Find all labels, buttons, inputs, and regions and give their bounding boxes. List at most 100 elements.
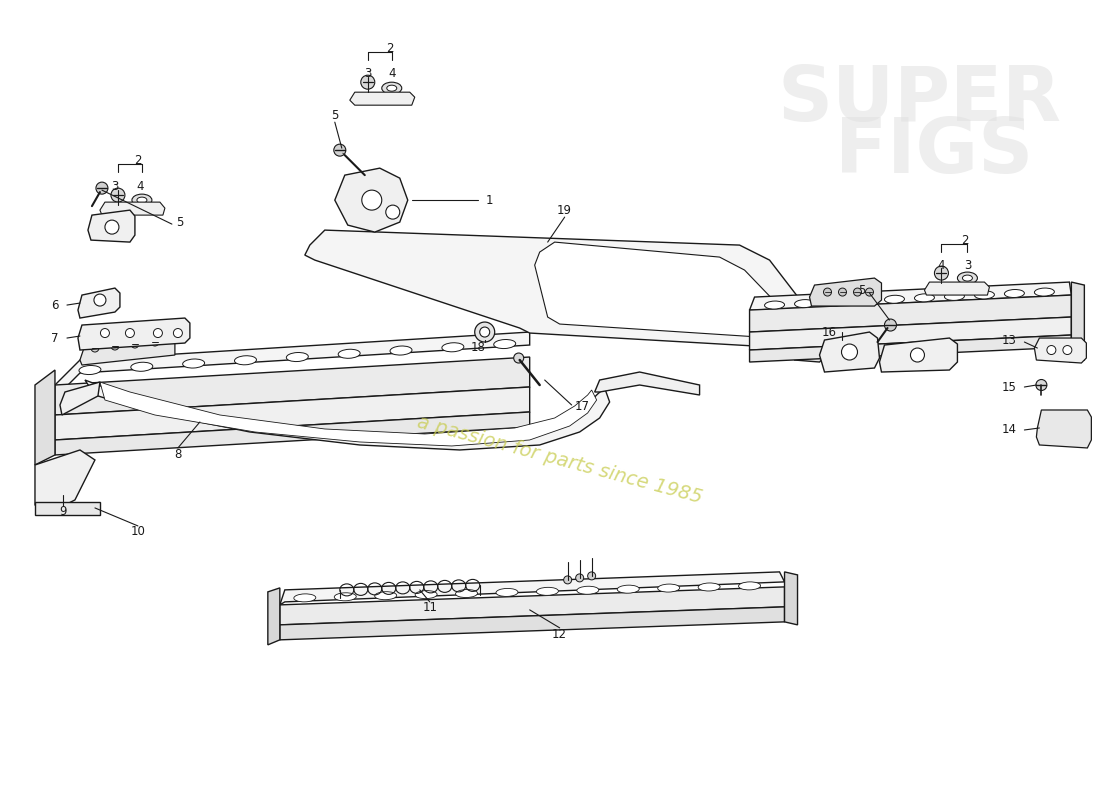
Ellipse shape (698, 583, 720, 591)
Ellipse shape (286, 353, 308, 362)
Ellipse shape (957, 272, 978, 284)
Polygon shape (55, 412, 530, 455)
Ellipse shape (375, 592, 397, 600)
Polygon shape (88, 210, 135, 242)
Circle shape (587, 572, 595, 580)
Circle shape (514, 353, 524, 363)
Text: 4: 4 (388, 66, 396, 80)
Polygon shape (1036, 410, 1091, 448)
Circle shape (151, 338, 158, 346)
Polygon shape (810, 278, 881, 306)
Circle shape (1036, 379, 1047, 390)
Ellipse shape (390, 346, 412, 355)
Ellipse shape (79, 366, 101, 374)
Text: 17: 17 (575, 401, 591, 414)
Polygon shape (60, 382, 100, 415)
Polygon shape (78, 288, 120, 318)
Text: 5: 5 (331, 109, 339, 122)
Ellipse shape (658, 584, 680, 592)
Ellipse shape (962, 275, 972, 281)
Ellipse shape (132, 194, 152, 206)
Circle shape (333, 144, 345, 156)
Polygon shape (749, 335, 1071, 362)
Polygon shape (1069, 282, 1085, 362)
Polygon shape (55, 387, 530, 440)
Text: 5: 5 (858, 283, 866, 297)
Ellipse shape (884, 295, 904, 303)
Text: 14: 14 (1002, 423, 1016, 437)
Text: a passion for parts since 1985: a passion for parts since 1985 (415, 413, 704, 507)
Circle shape (1047, 346, 1056, 354)
Polygon shape (784, 572, 798, 625)
Circle shape (361, 75, 375, 89)
Text: 9: 9 (59, 506, 67, 518)
Ellipse shape (855, 297, 875, 305)
Polygon shape (535, 242, 794, 338)
Circle shape (911, 348, 924, 362)
Polygon shape (267, 588, 279, 645)
Polygon shape (350, 92, 415, 105)
Circle shape (1063, 346, 1071, 354)
Polygon shape (880, 338, 957, 372)
Text: 4: 4 (937, 258, 945, 271)
Polygon shape (820, 332, 880, 372)
Circle shape (824, 288, 832, 296)
Ellipse shape (617, 585, 639, 593)
Ellipse shape (975, 291, 994, 299)
Ellipse shape (576, 586, 598, 594)
Polygon shape (35, 370, 55, 465)
Text: 3: 3 (964, 258, 971, 271)
Circle shape (838, 288, 847, 296)
Polygon shape (279, 572, 784, 605)
Circle shape (111, 342, 119, 350)
Text: 18: 18 (471, 341, 485, 354)
Polygon shape (35, 502, 100, 515)
Polygon shape (55, 332, 530, 398)
Circle shape (100, 329, 109, 338)
Polygon shape (1034, 338, 1087, 363)
Text: 7: 7 (52, 331, 58, 345)
Polygon shape (749, 282, 1071, 310)
Circle shape (94, 294, 106, 306)
Text: 2: 2 (134, 154, 142, 166)
Text: 6: 6 (52, 298, 58, 311)
Circle shape (575, 574, 584, 582)
Polygon shape (55, 357, 530, 415)
Polygon shape (790, 325, 829, 362)
Circle shape (131, 340, 139, 348)
Circle shape (866, 288, 873, 296)
Ellipse shape (334, 593, 356, 601)
Circle shape (111, 188, 125, 202)
Circle shape (854, 288, 861, 296)
Ellipse shape (294, 594, 316, 602)
Ellipse shape (764, 301, 784, 309)
Text: 4: 4 (136, 180, 144, 193)
Ellipse shape (914, 294, 934, 302)
Text: 15: 15 (1002, 381, 1016, 394)
Text: 10: 10 (131, 526, 145, 538)
Ellipse shape (825, 298, 845, 306)
Text: 13: 13 (1002, 334, 1016, 346)
Ellipse shape (415, 590, 437, 598)
Circle shape (91, 344, 99, 352)
Polygon shape (334, 168, 408, 232)
Ellipse shape (945, 292, 965, 301)
Text: 8: 8 (174, 449, 182, 462)
Ellipse shape (136, 197, 147, 203)
Ellipse shape (442, 342, 464, 352)
Polygon shape (279, 607, 784, 640)
Ellipse shape (494, 339, 516, 349)
Circle shape (480, 327, 490, 337)
Text: FIGS: FIGS (835, 115, 1034, 189)
Polygon shape (80, 335, 175, 365)
Ellipse shape (455, 590, 477, 598)
Text: 3: 3 (364, 66, 372, 80)
Polygon shape (749, 295, 1071, 332)
Ellipse shape (338, 350, 360, 358)
Circle shape (884, 319, 896, 331)
Text: 11: 11 (422, 602, 437, 614)
Ellipse shape (1004, 290, 1024, 298)
Polygon shape (305, 230, 820, 348)
Circle shape (563, 576, 572, 584)
Text: 19: 19 (558, 204, 572, 217)
